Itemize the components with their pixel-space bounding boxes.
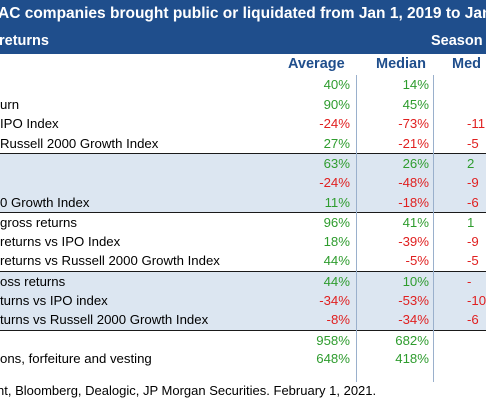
table-title-bar: AC companies brought public or liquidate… — [0, 0, 486, 28]
table-row: oss returns 44% 10% - — [0, 270, 486, 291]
average-value: 27% — [323, 135, 350, 151]
average-value: 90% — [323, 96, 350, 112]
median-value: 10% — [402, 273, 429, 289]
seasoned-median-value: -5 — [467, 253, 479, 269]
row-label: 0 Growth Index — [0, 194, 90, 210]
median-value: -18% — [398, 194, 429, 210]
row-label: returns vs IPO Index — [0, 233, 121, 249]
table-row: turns vs Russell 2000 Growth Index -8% -34… — [0, 310, 486, 330]
column-divider-average — [356, 75, 357, 382]
row-label: oss returns — [0, 273, 66, 289]
median-value: -53% — [398, 292, 429, 308]
source-footnote: nt, Bloomberg, Dealogic, JP Morgan Secur… — [0, 383, 377, 398]
average-value: 11% — [324, 194, 350, 210]
table-row: 0 Growth Index 11% -18% -6 — [0, 192, 486, 213]
column-header-average: Average — [288, 56, 345, 72]
seasoned-median-value: -6 — [467, 194, 479, 210]
median-value: 418% — [395, 351, 429, 367]
seasoned-median-value: 1 — [467, 215, 475, 231]
table-row: 958% 682% — [0, 329, 486, 350]
average-value: 648% — [316, 351, 350, 367]
median-value: 682% — [395, 332, 429, 348]
section-header-bar: returns Season — [0, 28, 486, 54]
section-header-left: returns — [0, 33, 49, 49]
table-row: gross returns 96% 41% 1 — [0, 212, 486, 232]
seasoned-median-value: -9 — [467, 233, 479, 249]
average-value: 958% — [316, 332, 350, 348]
seasoned-median-value: -10 — [467, 292, 486, 308]
section-header-right: Season — [431, 33, 483, 49]
median-value: 45% — [402, 96, 429, 112]
seasoned-median-value: -5 — [467, 135, 479, 151]
row-label: urn — [0, 96, 20, 112]
seasoned-median-value: -11 — [467, 116, 486, 132]
column-headers: Average Median Med — [0, 54, 486, 75]
median-value: -5% — [405, 253, 429, 269]
median-value: 26% — [402, 156, 429, 172]
table-row: returns vs Russell 2000 Growth Index 44% -… — [0, 251, 486, 271]
table-row: urn 90% 45% — [0, 95, 486, 115]
row-label: turns vs Russell 2000 Growth Index — [0, 312, 209, 328]
row-label: turns vs IPO index — [0, 292, 108, 308]
row-label: gross returns — [0, 215, 77, 231]
median-value: -21% — [398, 135, 429, 151]
column-header-median: Median — [376, 56, 426, 72]
table-body: 40% 14% urn 90% 45% IPO Index -24% -73% -11 Russe… — [0, 75, 486, 369]
average-value: 18% — [323, 233, 350, 249]
median-value: 14% — [402, 77, 429, 92]
average-value: 40% — [323, 77, 350, 92]
average-value: -34% — [319, 292, 350, 308]
table-row: ons, forfeiture and vesting 648% 418% — [0, 349, 486, 369]
median-value: 41% — [402, 215, 429, 231]
median-value: -48% — [398, 174, 429, 190]
average-value: 44% — [323, 253, 350, 269]
column-divider-median — [433, 75, 434, 382]
column-header-seasoned-median: Med — [452, 56, 481, 72]
seasoned-median-value: -9 — [467, 174, 479, 190]
table-row: turns vs IPO index -34% -53% -10 — [0, 290, 486, 311]
table-row: returns vs IPO Index 18% -39% -9 — [0, 232, 486, 252]
table-row: 63% 26% 2 — [0, 153, 486, 173]
median-value: -39% — [398, 233, 429, 249]
table-title: AC companies brought public or liquidate… — [0, 5, 486, 22]
average-value: -24% — [319, 174, 350, 190]
table-row: -24% -48% -9 — [0, 172, 486, 193]
row-label: Russell 2000 Growth Index — [0, 135, 159, 151]
row-label: ons, forfeiture and vesting — [0, 351, 152, 367]
average-value: 63% — [323, 156, 350, 172]
median-value: -34% — [398, 312, 429, 328]
seasoned-median-value: -6 — [467, 312, 479, 328]
seasoned-median-value: 2 — [467, 156, 475, 172]
table-row: Russell 2000 Growth Index 27% -21% -5 — [0, 134, 486, 154]
average-value: -24% — [319, 116, 350, 132]
average-value: -8% — [326, 312, 350, 328]
table-row: IPO Index -24% -73% -11 — [0, 114, 486, 134]
table-row: 40% 14% — [0, 75, 486, 95]
median-value: -73% — [398, 116, 429, 132]
row-label: IPO Index — [0, 116, 59, 132]
seasoned-median-value: - — [467, 273, 472, 289]
average-value: 96% — [323, 215, 350, 231]
average-value: 44% — [323, 273, 350, 289]
row-label: returns vs Russell 2000 Growth Index — [0, 253, 220, 269]
